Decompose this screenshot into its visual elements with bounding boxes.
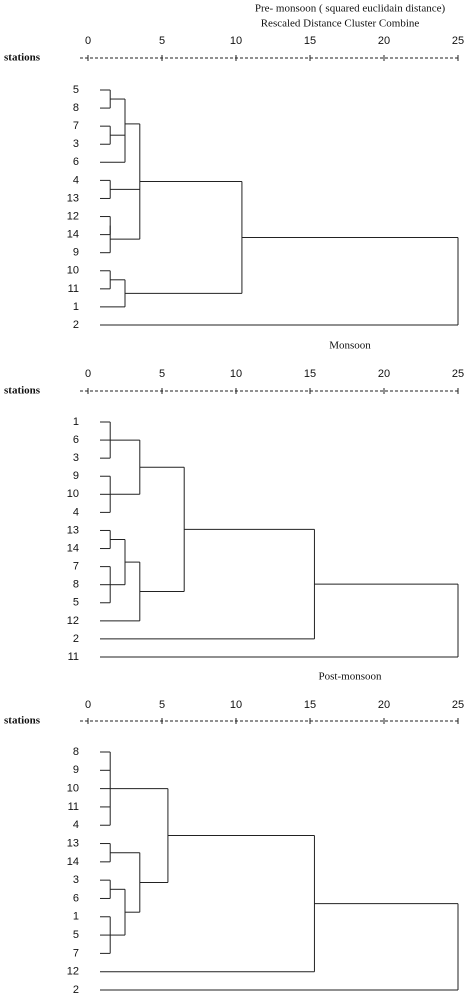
panel-title: Monsoon	[329, 340, 371, 352]
x-tick-label: 15	[304, 699, 316, 711]
x-tick-label: 20	[378, 699, 390, 711]
x-tick-label: 10	[230, 699, 242, 711]
x-tick-label: 15	[304, 368, 316, 380]
station-label: 5	[73, 597, 79, 609]
station-label: 8	[73, 579, 79, 591]
station-label: 14	[67, 229, 79, 241]
station-label: 13	[67, 524, 79, 536]
station-label: 2	[73, 984, 79, 995]
station-label: 11	[68, 801, 79, 813]
x-tick-label: 0	[85, 368, 91, 380]
station-label: 10	[67, 783, 79, 795]
axis-label: stations	[4, 385, 41, 397]
x-tick-label: 0	[85, 35, 91, 47]
station-label: 6	[73, 434, 79, 446]
station-label: 3	[73, 874, 79, 886]
x-tick-label: 25	[452, 35, 464, 47]
panel-subtitle: Rescaled Distance Cluster Combine	[261, 18, 420, 30]
station-label: 2	[73, 633, 79, 645]
station-label: 9	[73, 470, 79, 482]
x-tick-label: 20	[378, 368, 390, 380]
panel-title: Pre- monsoon ( squared euclidain distanc…	[255, 3, 446, 15]
x-tick-label: 0	[85, 699, 91, 711]
x-tick-label: 20	[378, 35, 390, 47]
x-tick-label: 25	[452, 699, 464, 711]
x-tick-label: 5	[159, 368, 165, 380]
station-label: 14	[67, 542, 79, 554]
station-label: 4	[73, 819, 79, 831]
station-label: 1	[73, 301, 79, 313]
station-label: 11	[68, 651, 79, 663]
station-label: 7	[73, 120, 79, 132]
station-label: 4	[73, 506, 79, 518]
x-tick-label: 10	[230, 368, 242, 380]
axis-label: stations	[4, 715, 41, 727]
station-label: 13	[67, 837, 79, 849]
x-tick-label: 5	[159, 35, 165, 47]
station-label: 3	[73, 138, 79, 150]
station-label: 12	[67, 966, 79, 978]
x-tick-label: 15	[304, 35, 316, 47]
x-tick-label: 5	[159, 699, 165, 711]
station-label: 12	[67, 210, 79, 222]
station-label: 10	[67, 488, 79, 500]
station-label: 12	[67, 615, 79, 627]
station-label: 1	[73, 911, 79, 923]
station-label: 11	[68, 283, 79, 295]
station-label: 9	[73, 764, 79, 776]
x-tick-label: 10	[230, 35, 242, 47]
station-label: 3	[73, 452, 79, 464]
station-label: 7	[73, 561, 79, 573]
station-label: 4	[73, 174, 79, 186]
station-label: 8	[73, 746, 79, 758]
station-label: 6	[73, 156, 79, 168]
station-label: 7	[73, 947, 79, 959]
station-label: 1	[73, 416, 79, 428]
station-label: 8	[73, 102, 79, 114]
panel-title: Post-monsoon	[319, 671, 382, 683]
station-label: 6	[73, 892, 79, 904]
station-label: 2	[73, 319, 79, 331]
x-tick-label: 25	[452, 368, 464, 380]
station-label: 5	[73, 84, 79, 96]
axis-label: stations	[4, 52, 41, 64]
station-label: 9	[73, 247, 79, 259]
station-label: 14	[67, 856, 79, 868]
station-label: 5	[73, 929, 79, 941]
station-label: 13	[67, 192, 79, 204]
station-label: 10	[67, 265, 79, 277]
